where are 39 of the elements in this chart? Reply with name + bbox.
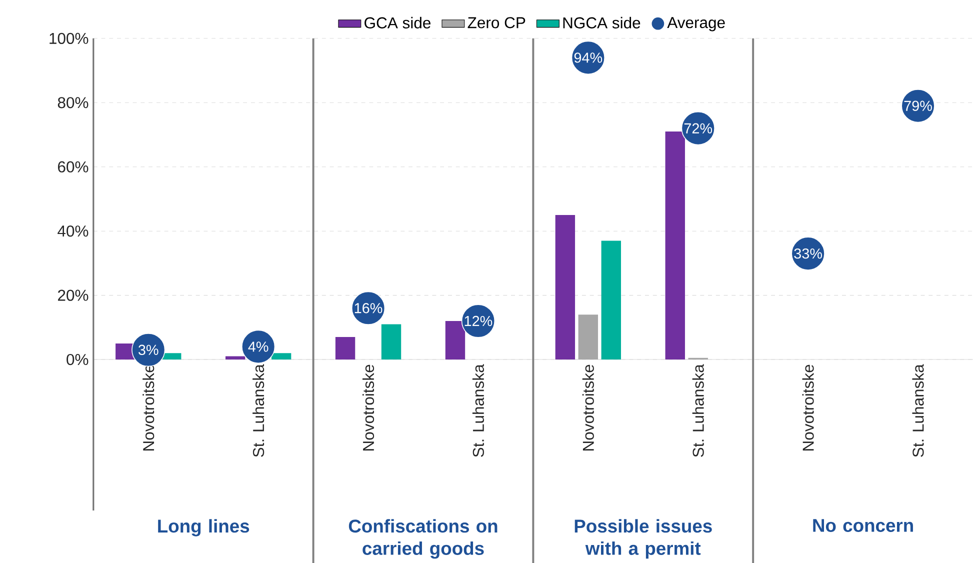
y-tick-label: 100% <box>50 32 88 44</box>
data-label: 79% <box>904 100 932 111</box>
bar <box>381 324 402 360</box>
y-tick-label: 40% <box>58 225 88 236</box>
y-tick-label: 0% <box>66 354 88 365</box>
legend-label: Zero CP <box>468 16 526 28</box>
text: No concern <box>813 518 913 532</box>
bar <box>271 352 292 360</box>
data-label: 94% <box>574 52 602 63</box>
y-tick-label: 20% <box>58 290 88 301</box>
x-tick-label: St. Luhanska <box>692 364 704 457</box>
data-label: 16% <box>354 302 382 314</box>
x-tick-label: St. Luhanska <box>472 364 484 457</box>
data-label: 72% <box>684 123 712 134</box>
bar <box>578 314 598 360</box>
x-tick-label: Novotroitske <box>582 364 594 450</box>
bar <box>601 240 621 360</box>
bar <box>225 356 246 360</box>
bar <box>555 214 576 360</box>
text: Long lines <box>158 518 250 536</box>
data-label: 4% <box>248 341 268 352</box>
bar <box>665 131 685 360</box>
legend-label: GCA side <box>364 16 430 28</box>
x-tick-label: Novotroitske <box>142 364 154 450</box>
legend-label: Average <box>667 16 725 32</box>
bar <box>445 320 466 360</box>
y-tick-label: 80% <box>58 96 88 108</box>
data-label: 3% <box>138 344 158 355</box>
data-label: 12% <box>464 316 492 326</box>
data-label: 33% <box>794 248 822 258</box>
text: Confiscations on carried goods <box>348 518 498 558</box>
bar <box>335 336 356 360</box>
x-tick-label: St. Luhanska <box>252 364 264 457</box>
x-tick-label: Novotroitske <box>362 364 374 450</box>
x-tick-label: Novotroitske <box>802 364 814 450</box>
legend-label: NGCA side <box>563 16 640 28</box>
text: Possible issues with a permit <box>574 518 712 558</box>
x-tick-label: St. Luhanska <box>912 364 924 457</box>
y-tick-label: 60% <box>58 161 88 172</box>
